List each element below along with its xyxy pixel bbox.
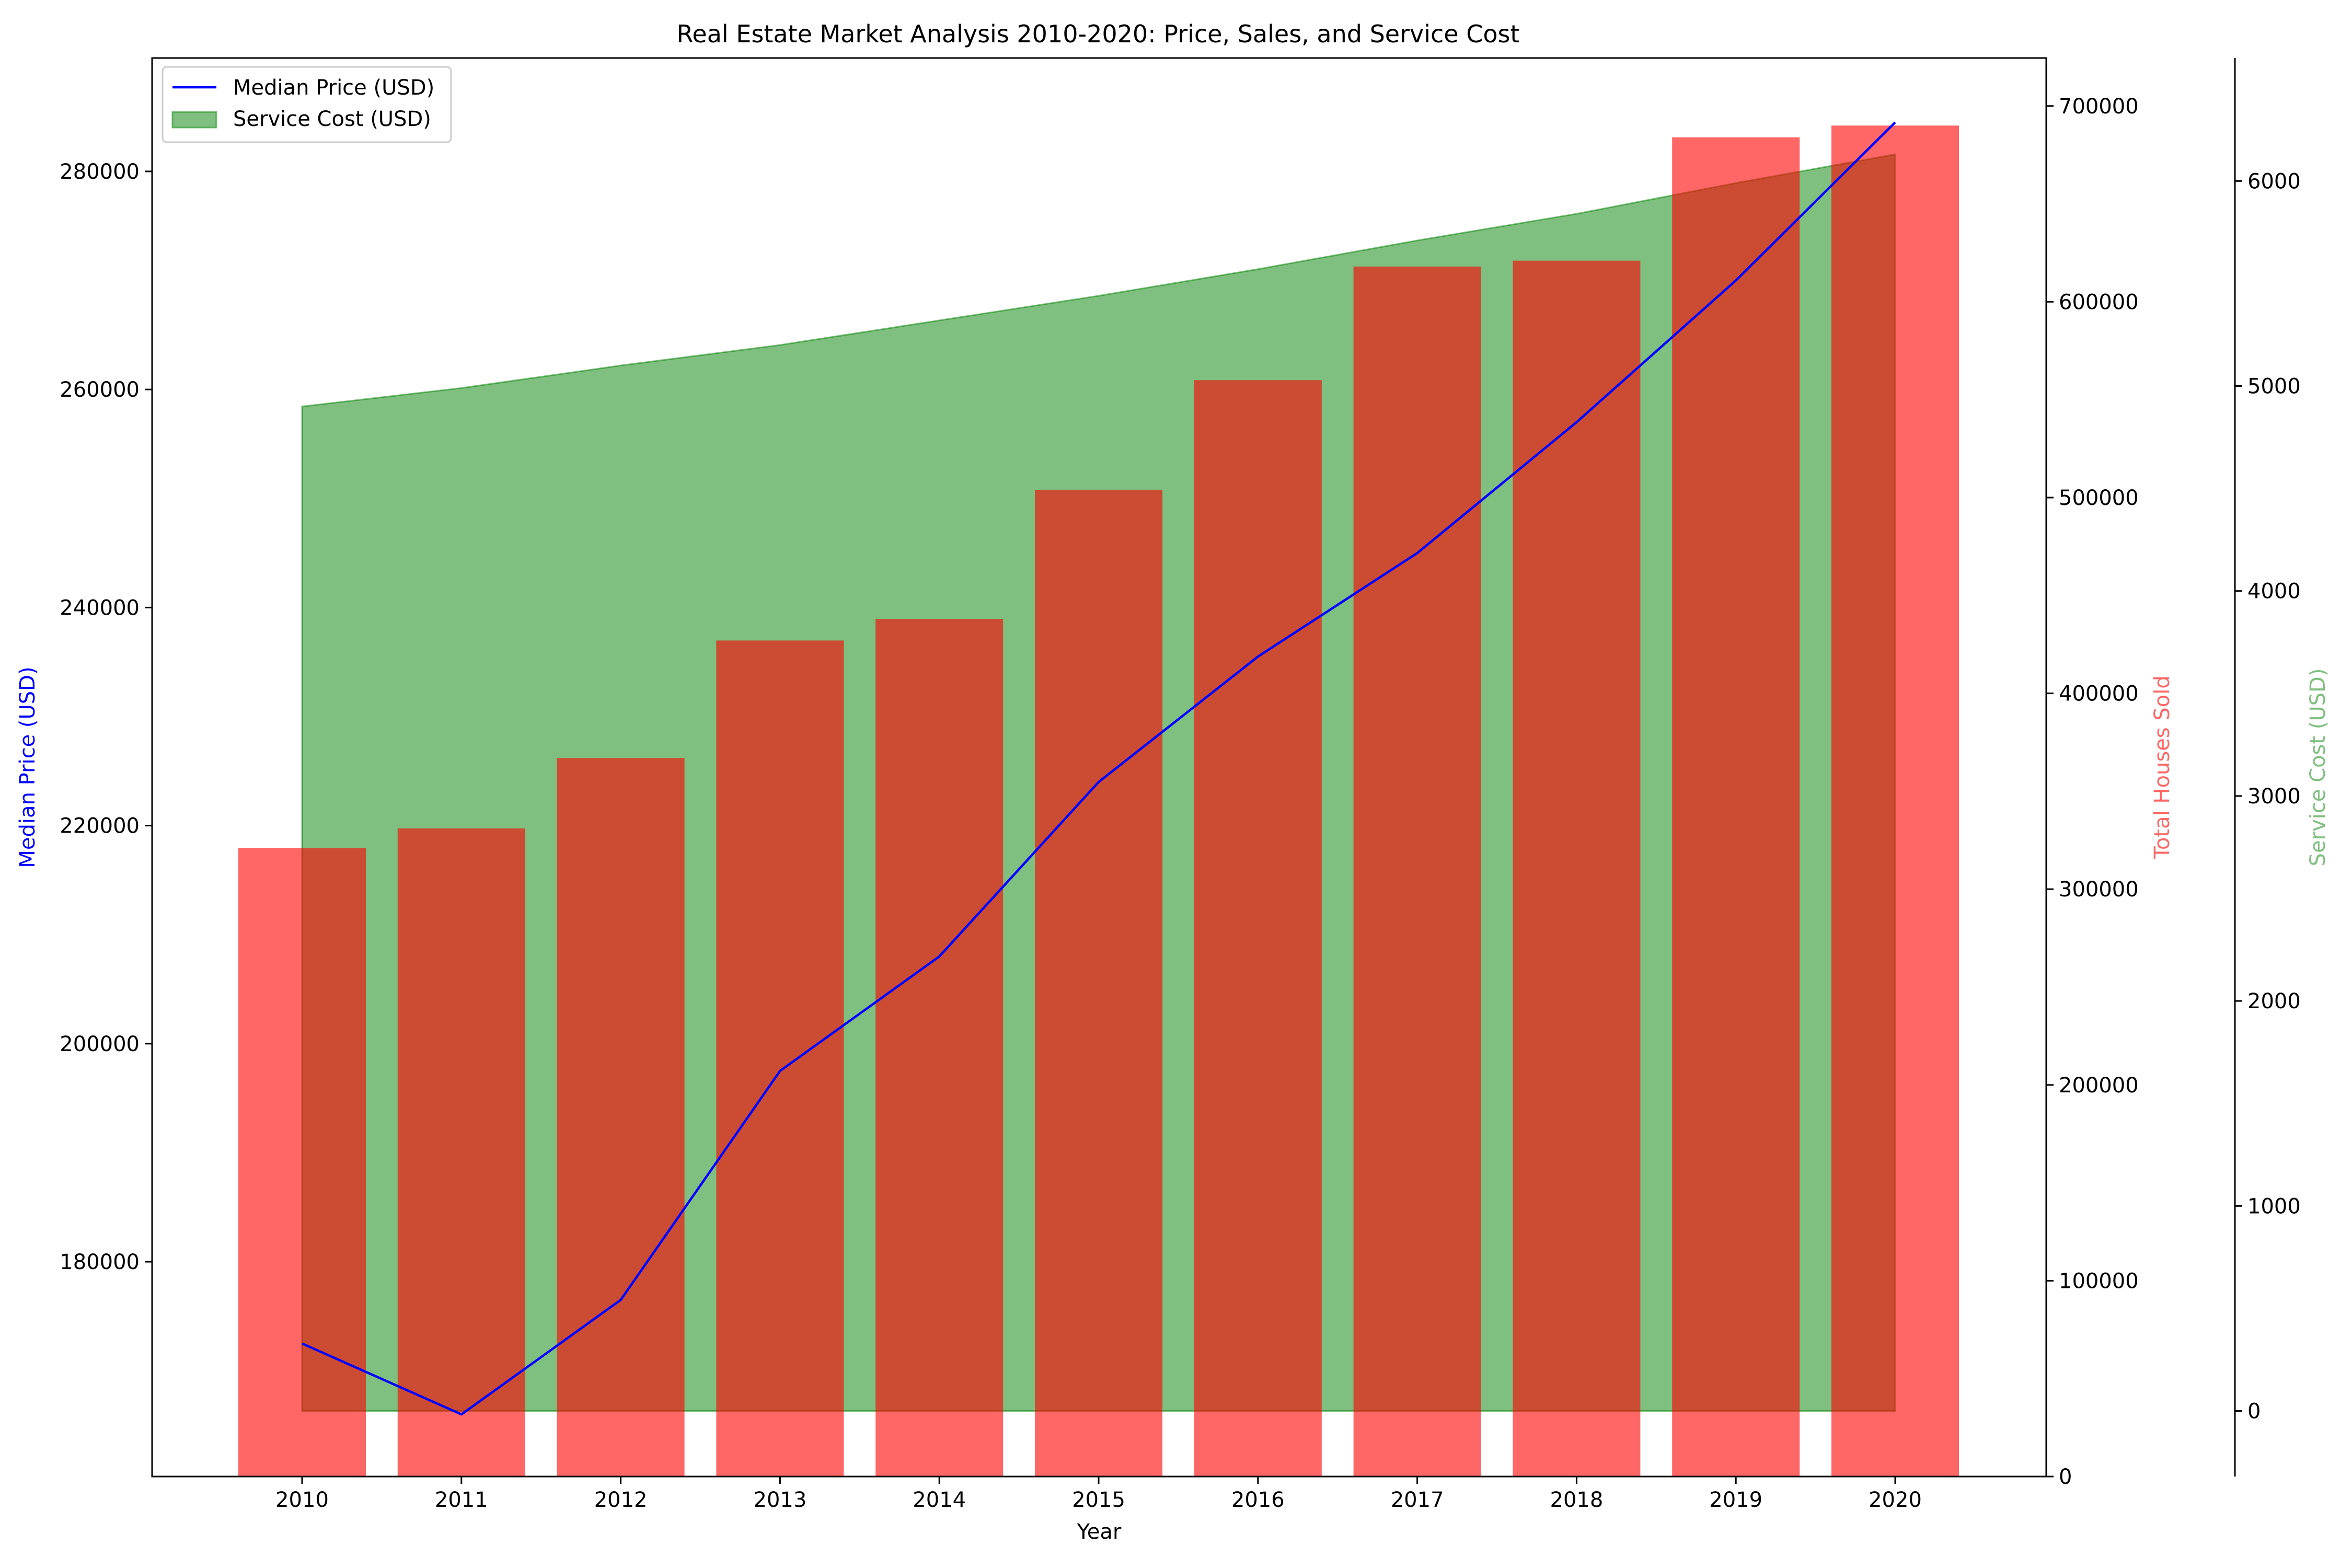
- houses-sold-tick-label: 700000: [2059, 95, 2139, 119]
- median-price-tick-label: 260000: [60, 378, 140, 402]
- x-tick-label-2017: 2017: [1391, 1488, 1444, 1512]
- service-cost-tick-label: 1000: [2247, 1194, 2301, 1218]
- median-price-tick-label: 180000: [60, 1250, 140, 1274]
- houses-sold-bar-2011: [397, 828, 525, 1477]
- houses-sold-bar-2013: [716, 640, 844, 1477]
- x-tick-label-2016: 2016: [1231, 1488, 1285, 1512]
- x-tick-label-2010: 2010: [275, 1488, 329, 1512]
- x-tick-label-2018: 2018: [1550, 1488, 1604, 1512]
- median-price-tick-label: 280000: [60, 160, 140, 184]
- legend-service-cost-label: Service Cost (USD): [233, 107, 431, 131]
- houses-sold-bar-2017: [1353, 266, 1481, 1477]
- median-price-tick-label: 200000: [60, 1032, 140, 1056]
- legend-box: [162, 66, 452, 143]
- median-price-line-layer: [302, 121, 1896, 1416]
- houses-sold-bar-layer: [238, 125, 1959, 1477]
- houses-sold-tick-label: 500000: [2059, 486, 2139, 510]
- houses-sold-bar-2016: [1194, 380, 1322, 1477]
- median-price-axis: 180000 200000 220000 240000 260000 280000: [60, 160, 152, 1274]
- x-tick-label-2015: 2015: [1072, 1488, 1125, 1512]
- houses-sold-bar-2010: [238, 848, 366, 1477]
- service-cost-tick-label: 3000: [2247, 785, 2301, 809]
- houses-sold-tick-label: 100000: [2059, 1269, 2139, 1293]
- x-axis-label: Year: [1077, 1520, 1122, 1544]
- houses-sold-bar-2015: [1035, 490, 1162, 1477]
- houses-sold-bar-2018: [1513, 260, 1641, 1477]
- houses-sold-axis: 0 100000 200000 300000 400000 500000 600000 700…: [2046, 95, 2139, 1489]
- service-cost-tick-label: 0: [2247, 1399, 2261, 1423]
- x-axis: 2010 2011 2012 2013 2014 2015 2016 2017 2018 2019…: [275, 1477, 1922, 1512]
- x-tick-label-2012: 2012: [594, 1488, 648, 1512]
- x-tick-label-2014: 2014: [913, 1488, 966, 1512]
- houses-sold-bar-2020: [1831, 125, 1959, 1477]
- legend: Median Price (USD) Service Cost (USD): [162, 66, 452, 143]
- legend-service-cost-swatch: [171, 111, 217, 129]
- houses-sold-bar-2014: [875, 619, 1004, 1477]
- houses-sold-tick-label: 600000: [2059, 290, 2139, 314]
- median-price-tick-label: 240000: [60, 596, 140, 620]
- houses-sold-tick-label: 0: [2059, 1465, 2072, 1489]
- median-price-tick-label: 220000: [60, 814, 140, 838]
- x-tick-label-2011: 2011: [435, 1488, 488, 1512]
- service-cost-tick-label: 6000: [2247, 169, 2301, 193]
- median-price-axis-label: Median Price (USD): [16, 666, 40, 868]
- houses-sold-tick-label: 400000: [2059, 682, 2139, 706]
- service-cost-axis: 0 1000 2000 3000 4000 5000 6000: [2234, 58, 2301, 1477]
- x-tick-label-2013: 2013: [754, 1488, 807, 1512]
- x-tick-label-2020: 2020: [1869, 1488, 1922, 1512]
- houses-sold-bar-2012: [557, 758, 685, 1477]
- houses-sold-tick-label: 200000: [2059, 1074, 2139, 1098]
- x-tick-label-2019: 2019: [1709, 1488, 1762, 1512]
- chart-title: Real Estate Market Analysis 2010-2020: P…: [677, 20, 1520, 48]
- service-cost-axis-label: Service Cost (USD): [2306, 668, 2330, 867]
- houses-sold-bar-2019: [1672, 137, 1800, 1477]
- service-cost-tick-label: 2000: [2247, 989, 2301, 1013]
- houses-sold-tick-label: 300000: [2059, 878, 2139, 902]
- service-cost-tick-label: 5000: [2247, 375, 2301, 399]
- houses-sold-axis-label: Total Houses Sold: [2150, 675, 2174, 859]
- legend-median-price-label: Median Price (USD): [233, 76, 434, 100]
- service-cost-tick-label: 4000: [2247, 580, 2301, 604]
